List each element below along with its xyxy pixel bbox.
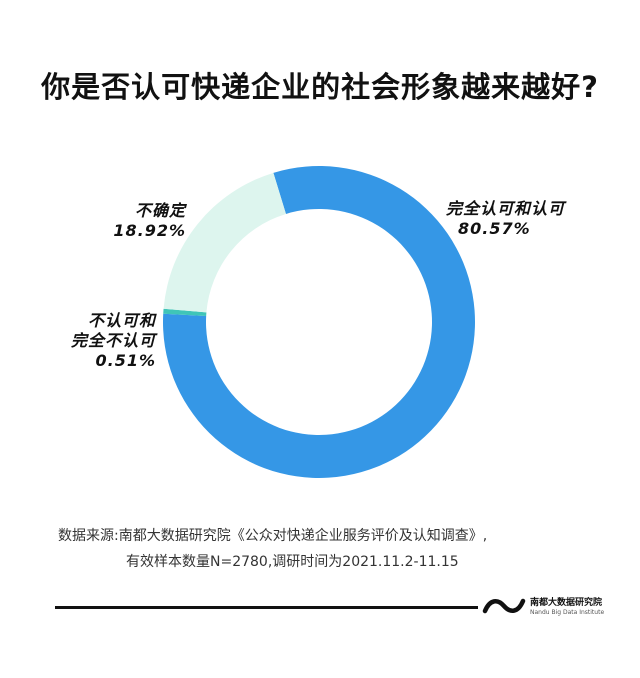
label-disagree-value: 0.51%	[95, 351, 156, 370]
data-source: 数据来源:南都大数据研究院《公众对快递企业服务评价及认知调查》, 有效样本数量N…	[58, 523, 487, 575]
label-agree-name: 完全认可和认可	[446, 199, 566, 218]
source-line2: 有效样本数量N=2780,调研时间为2021.11.2-11.15	[126, 554, 459, 570]
logo-english: Nandu Big Data Institute	[530, 609, 605, 616]
label-agree: 完全认可和认可 80.57%	[446, 199, 565, 239]
donut-chart	[162, 166, 475, 478]
label-disagree: 不认可和 完全不认可 0.51%	[40, 311, 156, 371]
logo-text: 南都大数据研究院 Nandu Big Data Institute	[530, 598, 604, 618]
chart-title: 你是否认可快递企业的社会形象越来越好?	[41, 70, 599, 104]
footer-rule	[55, 606, 478, 609]
logo-name: 南都大数据研究院	[530, 598, 603, 608]
label-agree-value: 80.57%	[458, 219, 531, 238]
label-unsure: 不确定 18.92%	[100, 201, 186, 241]
nandu-logo-icon	[482, 598, 526, 614]
donut-slice-disagree	[163, 308, 207, 316]
label-disagree-line1: 不认可和	[87, 311, 156, 330]
donut-slice-unsure	[163, 172, 286, 313]
label-unsure-value: 18.92%	[113, 221, 186, 240]
source-line1: 数据来源:南都大数据研究院《公众对快递企业服务评价及认知调查》,	[58, 528, 488, 544]
label-disagree-line2: 完全不认可	[70, 331, 156, 350]
label-unsure-name: 不确定	[134, 201, 186, 220]
